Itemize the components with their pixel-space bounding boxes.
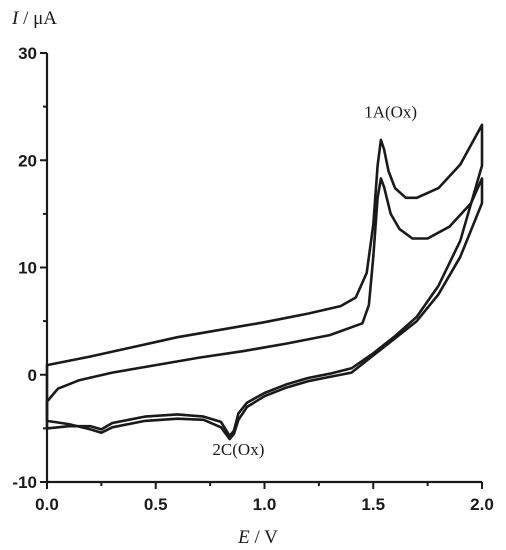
x-tick-label: 1.5 <box>361 495 385 514</box>
peak-annotation-1: 1A(Ox) <box>364 102 417 121</box>
y-tick-label: -10 <box>12 473 37 492</box>
axes-group: -10 0 10 20 30 0.0 0.5 1.0 1.5 2.0 <box>12 44 493 514</box>
x-tick-label: 1.0 <box>253 495 277 514</box>
annotations-group: 1A(Ox) 2C(Ox) <box>212 102 417 459</box>
cv-curve-2 <box>45 177 484 441</box>
y-tick-label: 20 <box>18 151 37 170</box>
y-tick-label: 30 <box>18 44 37 63</box>
plot-series-group <box>45 123 484 441</box>
x-tick-label: 0.5 <box>144 495 168 514</box>
peak-annotation-2: 2C(Ox) <box>212 440 264 459</box>
y-tick-label: 0 <box>28 366 37 385</box>
cv-curve-1 <box>45 123 484 438</box>
y-axis-title: I / μA <box>11 8 57 29</box>
x-tick-label: 0.0 <box>35 495 59 514</box>
x-axis-title: E / V <box>237 527 278 548</box>
x-tick-label: 2.0 <box>470 495 494 514</box>
y-tick-label: 10 <box>18 259 37 278</box>
